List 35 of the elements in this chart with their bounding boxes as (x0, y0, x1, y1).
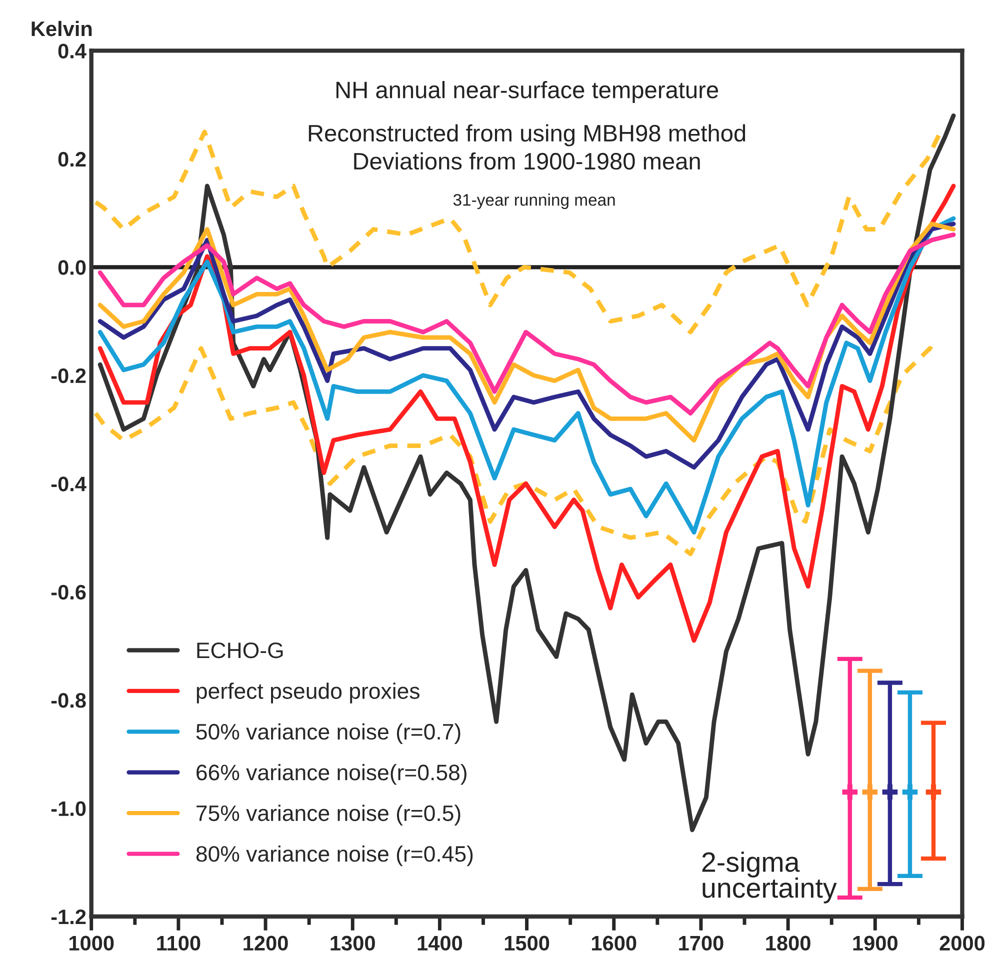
x-tick-label: 2000 (940, 936, 985, 951)
text: Reconstructed from using MBH98 method Deviations from 1900-1980 mean (308, 124, 746, 170)
legend-label: ECHO-G (197, 642, 283, 658)
x-tick-label: 1600 (592, 936, 636, 951)
line-series (98, 216, 956, 535)
y-tick-label: 0.4 (58, 44, 86, 58)
x-tick-label: 1300 (330, 936, 375, 951)
annotation: 31-year running mean (453, 194, 615, 210)
y-tick-label: -0.4 (51, 476, 86, 492)
y-tick-label: 0.2 (58, 152, 86, 167)
annotation: 2-sigma uncertainty (702, 852, 837, 904)
legend-label: 66% variance noise(r=0.58) (196, 764, 466, 785)
x-tick-label: 1400 (418, 936, 462, 951)
x-tick-label: 1700 (679, 936, 724, 951)
y-tick-label: 0.0 (58, 260, 86, 275)
legend-label: 75% variance noise (r=0.5) (196, 804, 460, 826)
x-tick-label: 1800 (766, 936, 810, 951)
x-tick-label: 1900 (853, 936, 898, 951)
legend-label: perfect pseudo proxies (196, 682, 420, 704)
line-series (98, 113, 956, 832)
y-tick-label: -0.2 (51, 368, 86, 384)
y-tick-label: -1.2 (51, 910, 86, 924)
legend-label: 50% variance noise (r=0.7) (196, 723, 460, 744)
x-tick-label: 1000 (69, 936, 114, 951)
x-tick-label: 1100 (157, 936, 200, 951)
y-tick-label: -1.0 (51, 801, 86, 816)
y-axis-title: Kelvin (32, 20, 92, 36)
line-series (98, 232, 956, 416)
x-tick-label: 1500 (504, 936, 550, 951)
legend-label: 80% variance noise (r=0.45) (196, 845, 473, 866)
line-series (98, 184, 956, 643)
y-tick-label: -0.6 (51, 584, 86, 600)
text: NH annual near-surface temperature (336, 81, 718, 104)
x-tick-label: 1200 (244, 936, 288, 951)
y-tick-label: -0.8 (51, 693, 86, 708)
